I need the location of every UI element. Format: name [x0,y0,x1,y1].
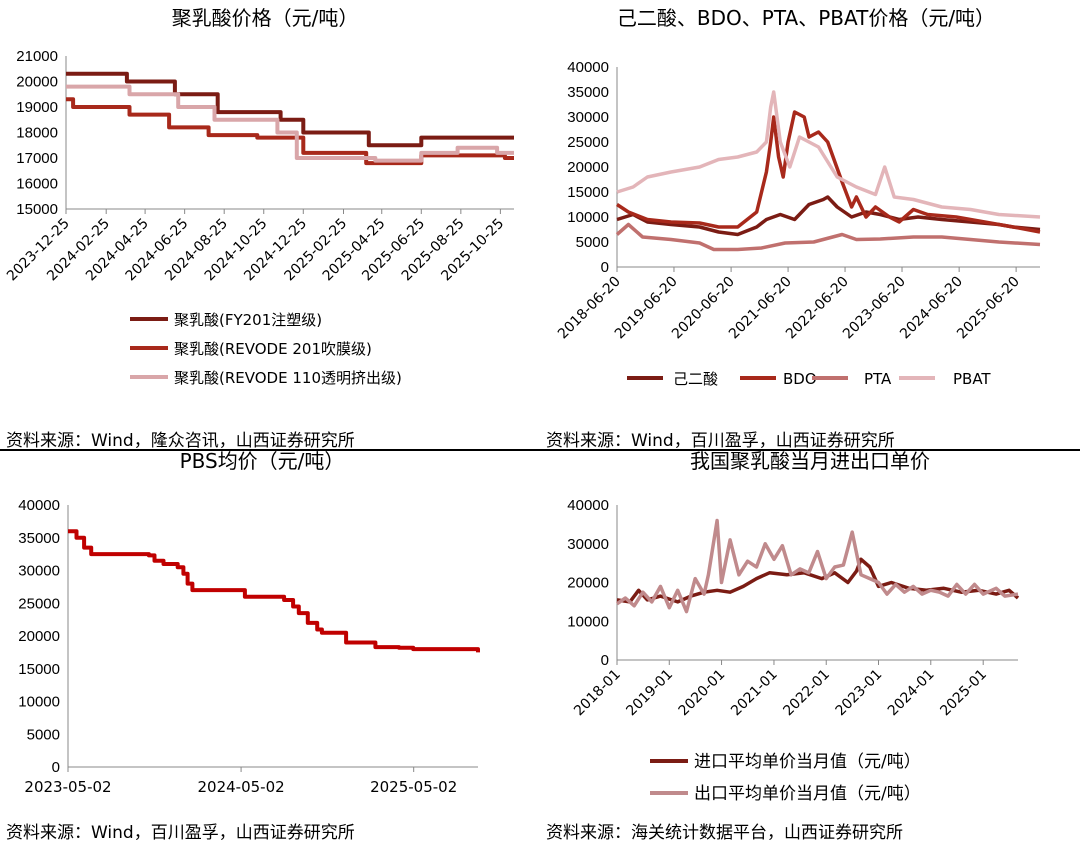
source-note-bottom-left: 资料来源：Wind，百川盈孚，山西证券研究所 [6,823,355,843]
pla-title: 聚乳酸价格（元/吨） [172,6,359,30]
adipic-y-tick-label: 10000 [567,209,609,226]
adipic-y-tick-label: 35000 [567,84,609,101]
pla-series-line-1 [66,71,514,148]
trade-series-line-1 [616,557,1020,604]
pla-y-tick-label: 15000 [16,201,58,218]
pla-y-tick-label: 21000 [16,48,58,65]
pbs-y-tick-label: 20000 [18,628,60,645]
pla-y-tick-label: 20000 [16,74,58,91]
pbs-y-tick-label: 5000 [27,726,60,743]
source-note-bottom-right: 资料来源：海关统计数据平台，山西证券研究所 [546,823,903,843]
source-note-top-right: 资料来源：Wind，百川盈孚，山西证券研究所 [546,431,895,451]
adipic-y-tick-label: 25000 [567,134,609,151]
adipic-series-line-4 [616,90,1041,219]
trade-y-tick-label: 30000 [567,536,609,553]
trade-y-tick-label: 40000 [567,497,609,514]
adipic-series-line-1 [616,195,1041,237]
trade-legend-label: 出口平均单价当月值（元/吨） [694,784,921,804]
adipic-y-tick-label: 5000 [576,234,609,251]
adipic-y-tick-label: 30000 [567,109,609,126]
adipic-legend-label: BDO [783,370,817,388]
pbs-title: PBS均价（元/吨） [180,449,345,473]
pbs-y-tick-label: 0 [52,759,60,776]
adipic-legend-label: PTA [864,370,892,388]
adipic-series-line-2 [616,110,1041,234]
trade-x-tick-label: 2022-01 [780,667,833,720]
adipic-series-line-3 [615,222,1041,252]
adipic-y-tick-label: 20000 [567,159,609,176]
pbs-series-line-1 [68,529,480,653]
pbs-y-tick-label: 30000 [18,563,60,580]
trade-x-tick-label: 2025-01 [937,667,990,720]
pla-series-line-3 [66,84,514,163]
trade-y-tick-label: 20000 [567,575,609,592]
adipic-y-tick-label: 15000 [567,184,609,201]
trade-legend-label: 进口平均单价当月值（元/吨） [694,752,921,772]
pla-legend-label: 聚乳酸(FY201注塑级) [174,311,322,329]
pbs-y-tick-label: 40000 [18,497,60,514]
trade-title: 我国聚乳酸当月进出口单价 [690,449,930,473]
pbs-x-tick-label: 2023-05-02 [24,778,111,796]
trade-y-tick-label: 10000 [567,613,609,630]
trade-x-tick-label: 2019-01 [623,667,676,720]
trade-x-tick-label: 2023-01 [833,667,886,720]
pla-y-tick-label: 19000 [16,99,58,116]
pla-y-tick-label: 18000 [16,125,58,142]
pbs-y-tick-label: 10000 [18,694,60,711]
pbs-y-tick-label: 35000 [18,530,60,547]
trade-x-tick-label: 2018-01 [571,667,624,720]
pla-legend-label: 聚乳酸(REVODE 110透明挤出级) [174,369,402,387]
adipic-title: 己二酸、BDO、PTA、PBAT价格（元/吨） [617,6,995,30]
pla-y-tick-label: 16000 [16,176,58,193]
trade-y-tick-label: 0 [601,652,609,669]
trade-x-tick-label: 2021-01 [728,667,781,720]
pbs-x-tick-label: 2024-05-02 [197,778,284,796]
adipic-y-tick-label: 40000 [567,59,609,76]
horizontal-divider [0,449,1080,451]
source-note-top-left: 资料来源：Wind，隆众咨讯，山西证券研究所 [6,431,355,451]
pbs-y-tick-label: 15000 [18,661,60,678]
pla-y-tick-label: 17000 [16,150,58,167]
pla-legend-label: 聚乳酸(REVODE 201吹膜级) [174,340,372,358]
trade-x-tick-label: 2024-01 [885,667,938,720]
pbs-y-tick-label: 25000 [18,595,60,612]
adipic-legend-label: 己二酸 [673,370,718,388]
trade-series-line-2 [616,518,1019,614]
trade-x-tick-label: 2020-01 [676,667,729,720]
adipic-legend-label: PBAT [953,370,991,388]
adipic-y-tick-label: 0 [601,259,609,276]
pbs-x-tick-label: 2025-05-02 [370,778,457,796]
